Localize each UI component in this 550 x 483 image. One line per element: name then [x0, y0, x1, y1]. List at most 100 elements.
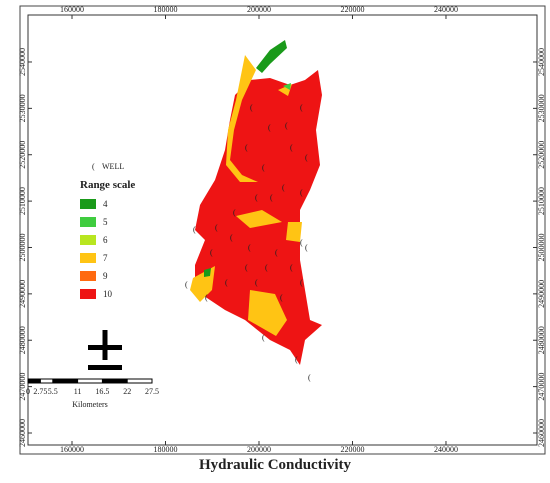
- zone-7: [236, 210, 282, 228]
- well: (: [255, 193, 258, 202]
- well: (: [290, 143, 293, 152]
- legend-label: 7: [103, 253, 108, 263]
- outer-frame: [19, 5, 546, 455]
- scale-unit: Kilometers: [72, 400, 108, 409]
- well: (: [285, 121, 288, 130]
- scale-segment: [28, 379, 41, 383]
- legend-swatch: [80, 235, 96, 245]
- y-tick-label: 2500000: [18, 233, 27, 261]
- well: (: [300, 188, 303, 197]
- scale-label: 11: [74, 387, 82, 396]
- scale-segment: [52, 379, 78, 383]
- well: (: [262, 333, 265, 342]
- y-tick-label: 2490000: [18, 280, 27, 308]
- well: (: [193, 225, 196, 234]
- x-tick-label: 220000: [340, 5, 364, 14]
- conductivity-zones: [190, 40, 322, 365]
- well: (: [305, 243, 308, 252]
- well: (: [215, 223, 218, 232]
- scale-label: 22: [123, 387, 131, 396]
- legend-label: 4: [103, 199, 108, 209]
- y-tick-label: 2530000: [18, 94, 27, 122]
- legend-label: 9: [103, 271, 108, 281]
- legend-label: 10: [103, 289, 113, 299]
- zone-4: [204, 268, 211, 277]
- zone-7: [248, 290, 287, 336]
- well: (: [262, 163, 265, 172]
- x-tick-label: 160000: [60, 445, 84, 454]
- well: (: [300, 103, 303, 112]
- legend-label: 6: [103, 235, 108, 245]
- well: (: [280, 293, 283, 302]
- legend-well: WELL: [102, 162, 124, 171]
- well: (: [233, 208, 236, 217]
- zone-7: [226, 55, 258, 182]
- legend-swatch: [80, 289, 96, 299]
- well: (: [308, 373, 311, 382]
- y-tick-label: 2460000: [18, 419, 27, 447]
- legend-swatch: [80, 199, 96, 209]
- well: (: [300, 238, 303, 247]
- well: (: [245, 143, 248, 152]
- well: (: [282, 183, 285, 192]
- y-tick-label: 2510000: [18, 187, 27, 215]
- well: (: [305, 153, 308, 162]
- well: (: [250, 103, 253, 112]
- y-tick-label: 2470000: [18, 373, 27, 401]
- well: (: [245, 263, 248, 272]
- scale-label: 27.5: [145, 387, 159, 396]
- y-tick-label: 2510000: [537, 187, 546, 215]
- zone-5: [283, 83, 291, 90]
- well: (: [225, 278, 228, 287]
- north-arrow: [88, 330, 122, 370]
- legend-swatch: [80, 217, 96, 227]
- y-tick-label: 2480000: [18, 326, 27, 354]
- legend-label: 5: [103, 217, 108, 227]
- well: (: [210, 248, 213, 257]
- wells: (((((((((((((((((((((((((((((((((: [185, 103, 311, 382]
- well: (: [185, 280, 188, 289]
- x-tick-label: 200000: [247, 445, 271, 454]
- well: (: [300, 278, 303, 287]
- x-tick-label: 180000: [153, 445, 177, 454]
- zone-7: [286, 222, 302, 242]
- y-tick-label: 2540000: [18, 48, 27, 76]
- scale-label: 0: [26, 387, 30, 396]
- well: (: [290, 263, 293, 272]
- y-tick-label: 2500000: [537, 233, 546, 261]
- y-tick-label: 2540000: [537, 48, 546, 76]
- scale-label: 16.5: [95, 387, 109, 396]
- x-tick-label: 240000: [434, 5, 458, 14]
- x-tick-label: 180000: [153, 5, 177, 14]
- legend-swatch: [80, 253, 96, 263]
- well: (: [255, 278, 258, 287]
- y-tick-label: 2490000: [537, 280, 546, 308]
- well: (: [205, 293, 208, 302]
- y-tick-label: 2520000: [18, 141, 27, 169]
- well: (: [248, 243, 251, 252]
- x-tick-label: 160000: [60, 5, 84, 14]
- y-tick-label: 2530000: [537, 94, 546, 122]
- well: (: [275, 248, 278, 257]
- scale-label: 2.75: [33, 387, 47, 396]
- x-tick-label: 200000: [247, 5, 271, 14]
- x-tick-label: 240000: [434, 445, 458, 454]
- well: (: [270, 193, 273, 202]
- well: (: [268, 123, 271, 132]
- scale-segment: [102, 379, 128, 383]
- legend-title: Range scale: [80, 179, 135, 191]
- y-tick-label: 2470000: [537, 373, 546, 401]
- y-tick-label: 2520000: [537, 141, 546, 169]
- well-symbol: (: [92, 162, 95, 171]
- well: (: [265, 263, 268, 272]
- x-tick-label: 220000: [340, 445, 364, 454]
- y-tick-label: 2460000: [537, 419, 546, 447]
- zone-4: [256, 40, 287, 73]
- well: (: [230, 233, 233, 242]
- well: (: [295, 355, 298, 364]
- map-title: Hydraulic Conductivity: [199, 457, 352, 473]
- legend-swatch: [80, 271, 96, 281]
- y-tick-label: 2480000: [537, 326, 546, 354]
- scale-label: 5.5: [48, 387, 58, 396]
